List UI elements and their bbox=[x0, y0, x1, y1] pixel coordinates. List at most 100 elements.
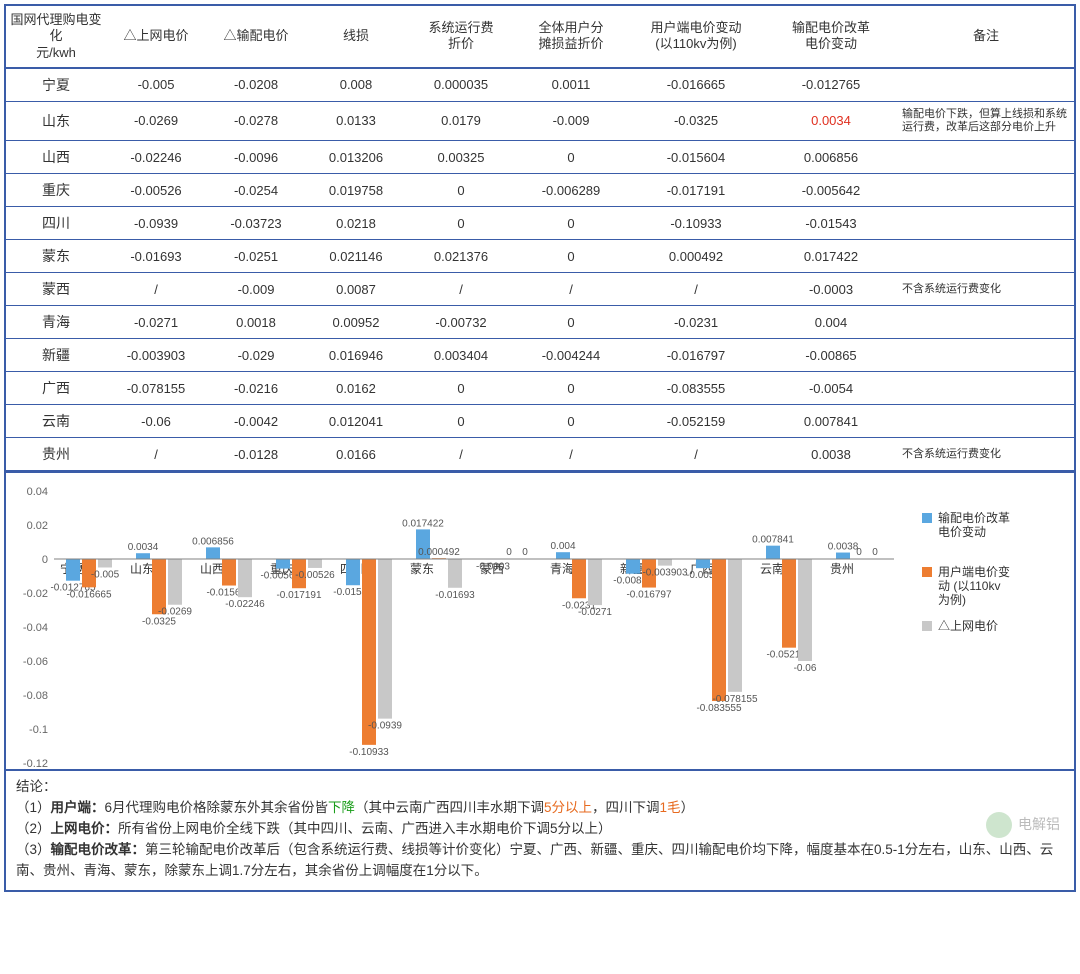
bar-value-label: -0.0271 bbox=[578, 607, 612, 618]
table-body: 宁夏-0.005-0.02080.0080.0000350.0011-0.016… bbox=[6, 68, 1076, 471]
bar bbox=[98, 559, 112, 568]
table-row: 四川-0.0939-0.037230.021800-0.10933-0.0154… bbox=[6, 207, 1076, 240]
bar-value-label: -0.0325 bbox=[142, 616, 176, 627]
bar-value-label: -0.10933 bbox=[349, 747, 389, 758]
bar-chart-panel: 0.040.020-0.02-0.04-0.06-0.08-0.1-0.12宁夏… bbox=[6, 471, 1074, 771]
value-cell: -0.012765 bbox=[766, 68, 896, 102]
value-cell: 0 bbox=[406, 372, 516, 405]
value-cell: / bbox=[626, 438, 766, 471]
remark-cell bbox=[896, 339, 1076, 372]
value-cell: 0.0034 bbox=[766, 101, 896, 140]
conclusion-title: 结论： bbox=[16, 777, 1064, 798]
value-cell: 0 bbox=[516, 405, 626, 438]
svg-text:0: 0 bbox=[872, 547, 878, 558]
bar bbox=[308, 559, 322, 568]
bar-value-label: -0.078155 bbox=[712, 694, 757, 705]
value-cell: -0.0096 bbox=[206, 141, 306, 174]
table-row: 蒙东-0.01693-0.02510.0211460.02137600.0004… bbox=[6, 240, 1076, 273]
value-cell: -0.015604 bbox=[626, 141, 766, 174]
value-cell: -0.03723 bbox=[206, 207, 306, 240]
value-cell: -0.0042 bbox=[206, 405, 306, 438]
bar-value-label: -0.02246 bbox=[225, 599, 265, 610]
value-cell: 0.0011 bbox=[516, 68, 626, 102]
conclusion-line: （3）输配电价改革：第三轮输配电价改革后（包含系统运行费、线损等计价变化）宁夏、… bbox=[16, 840, 1064, 882]
province-cell: 贵州 bbox=[6, 438, 106, 471]
value-cell: -0.016665 bbox=[626, 68, 766, 102]
value-cell: -0.00732 bbox=[406, 306, 516, 339]
document-frame: 国网代理购电变化元/kwh△上网电价△输配电价线损系统运行费折价全体用户分摊损益… bbox=[4, 4, 1076, 892]
value-cell: -0.0271 bbox=[106, 306, 206, 339]
col-header-1: △上网电价 bbox=[106, 6, 206, 68]
bar bbox=[782, 559, 796, 648]
value-cell: 0.008 bbox=[306, 68, 406, 102]
svg-text:-0.06: -0.06 bbox=[23, 656, 48, 668]
value-cell: -0.0325 bbox=[626, 101, 766, 140]
value-cell: 0.013206 bbox=[306, 141, 406, 174]
bar-value-label: -0.0269 bbox=[158, 607, 192, 618]
bar bbox=[206, 547, 220, 559]
value-cell: / bbox=[106, 438, 206, 471]
value-cell: / bbox=[406, 273, 516, 306]
bar bbox=[556, 552, 570, 559]
svg-text:-0.1: -0.1 bbox=[29, 724, 48, 736]
col-header-0: 国网代理购电变化元/kwh bbox=[6, 6, 106, 68]
value-cell: 0 bbox=[516, 141, 626, 174]
value-cell: -0.029 bbox=[206, 339, 306, 372]
bar-value-label: 0.0034 bbox=[128, 542, 159, 553]
bar-value-label: -0.016797 bbox=[626, 590, 671, 601]
bar bbox=[222, 559, 236, 586]
province-cell: 新疆 bbox=[6, 339, 106, 372]
bar bbox=[448, 559, 462, 588]
value-cell: 0.000492 bbox=[626, 240, 766, 273]
bar-value-label: -0.016665 bbox=[66, 589, 111, 600]
value-cell: 0.021376 bbox=[406, 240, 516, 273]
value-cell: 0.019758 bbox=[306, 174, 406, 207]
svg-text:0.02: 0.02 bbox=[27, 520, 48, 532]
bar bbox=[168, 559, 182, 605]
bar bbox=[836, 553, 850, 559]
bar bbox=[626, 559, 640, 574]
category-label: 贵州 bbox=[830, 562, 854, 576]
table-row: 广西-0.078155-0.02160.016200-0.083555-0.00… bbox=[6, 372, 1076, 405]
bar bbox=[658, 559, 672, 566]
legend-label: 动 (以110kv bbox=[938, 579, 1000, 593]
value-cell: 0.000035 bbox=[406, 68, 516, 102]
value-cell: -0.0054 bbox=[766, 372, 896, 405]
bar bbox=[712, 559, 726, 701]
legend-label: 输配电价改革 bbox=[938, 510, 1010, 525]
svg-text:-0.08: -0.08 bbox=[23, 690, 48, 702]
bar bbox=[362, 559, 376, 745]
bar-value-label: -0.01693 bbox=[435, 590, 475, 601]
bar-value-label: -0.003903 bbox=[642, 568, 687, 579]
table-header-row: 国网代理购电变化元/kwh△上网电价△输配电价线损系统运行费折价全体用户分摊损益… bbox=[6, 6, 1076, 68]
bar-value-label: 0.004 bbox=[550, 541, 575, 552]
value-cell: 0.016946 bbox=[306, 339, 406, 372]
svg-text:0.04: 0.04 bbox=[27, 486, 48, 498]
remark-cell bbox=[896, 306, 1076, 339]
bar bbox=[238, 559, 252, 597]
svg-text:-0.02: -0.02 bbox=[23, 588, 48, 600]
value-cell: -0.017191 bbox=[626, 174, 766, 207]
value-cell: -0.0231 bbox=[626, 306, 766, 339]
value-cell: 0.021146 bbox=[306, 240, 406, 273]
value-cell: -0.0269 bbox=[106, 101, 206, 140]
remark-cell bbox=[896, 405, 1076, 438]
table-row: 云南-0.06-0.00420.01204100-0.0521590.00784… bbox=[6, 405, 1076, 438]
province-cell: 云南 bbox=[6, 405, 106, 438]
value-cell: / bbox=[516, 273, 626, 306]
remark-cell bbox=[896, 68, 1076, 102]
category-label: 青海 bbox=[550, 561, 574, 576]
remark-cell bbox=[896, 174, 1076, 207]
conclusion-line: （2）上网电价：所有省份上网电价全线下跌（其中四川、云南、广西进入丰水期电价下调… bbox=[16, 819, 1064, 840]
remark-cell bbox=[896, 372, 1076, 405]
value-cell: 0.007841 bbox=[766, 405, 896, 438]
legend-swatch bbox=[922, 621, 932, 631]
value-cell: -0.06 bbox=[106, 405, 206, 438]
province-cell: 青海 bbox=[6, 306, 106, 339]
remark-cell: 不含系统运行费变化 bbox=[896, 273, 1076, 306]
value-cell: -0.052159 bbox=[626, 405, 766, 438]
bar-value-label: -0.06 bbox=[794, 663, 817, 674]
svg-text:0: 0 bbox=[506, 547, 512, 558]
bar-value-label: -0.005 bbox=[91, 570, 120, 581]
svg-text:0: 0 bbox=[856, 547, 862, 558]
